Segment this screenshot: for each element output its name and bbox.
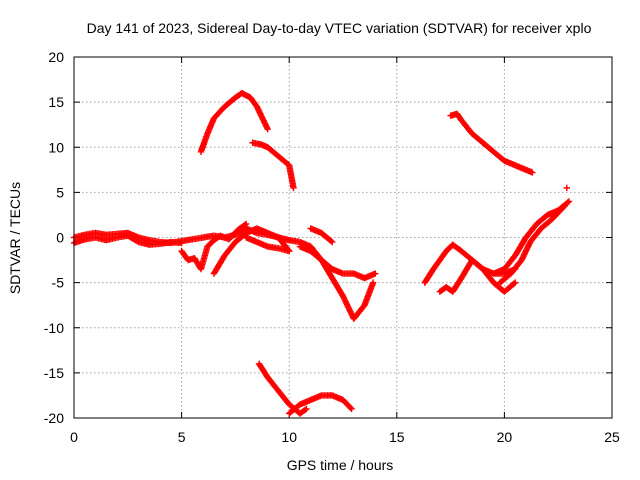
data-point [347, 404, 354, 412]
data-point [242, 220, 250, 228]
y-tick-label: 15 [48, 94, 64, 110]
data-point [561, 202, 568, 210]
y-tick-label: -5 [52, 275, 65, 291]
series-arc-late-b [436, 256, 519, 295]
series-arc-high-b [249, 139, 297, 192]
y-tick-label: 5 [56, 184, 64, 200]
series-arc-baseline-b [70, 232, 185, 248]
x-tick-label: 0 [70, 429, 78, 445]
y-tick-label: -20 [44, 410, 64, 426]
data-point [372, 270, 379, 277]
data-point [529, 169, 536, 176]
x-tick-label: 10 [281, 429, 297, 445]
series-arc-low-c [242, 234, 293, 255]
data-point [301, 406, 309, 414]
data-point [564, 199, 571, 206]
data-point [560, 203, 567, 211]
data-point [241, 221, 249, 229]
y-tick-label: -15 [44, 365, 64, 381]
data-point [286, 247, 293, 255]
y-tick-label: 20 [48, 49, 64, 65]
y-axis-label: SDTVAR / TECUs [7, 182, 23, 294]
tick-labels: 0 5 10 15 20 25 -20 -15 -10 -5 0 5 10 15 20 [44, 49, 620, 445]
data-point [348, 405, 355, 413]
grid [74, 57, 612, 418]
data-points [70, 89, 573, 417]
y-tick-label: 10 [48, 139, 64, 155]
data-point [329, 238, 336, 246]
series-arc-late-high [447, 110, 536, 176]
series-arc-dip-a [178, 220, 250, 273]
series-arc-late-a [421, 241, 519, 286]
y-tick-label: 0 [56, 230, 64, 246]
plot-frame [73, 56, 613, 419]
x-tick-label: 5 [178, 429, 186, 445]
data-point [178, 239, 185, 247]
series-arc-neg-b [286, 392, 355, 417]
x-tick-label: 15 [389, 429, 405, 445]
series-arc-high-a [197, 89, 271, 155]
x-tick-label: 25 [604, 429, 620, 445]
data-point [290, 184, 297, 192]
series-arc-late-c [490, 198, 573, 277]
data-point [264, 126, 271, 133]
x-tick-label: 20 [497, 429, 513, 445]
data-point [134, 238, 141, 245]
series-arc-late-d [496, 202, 568, 286]
series-arc-dip-b [210, 225, 293, 277]
data-point [327, 237, 335, 245]
y-tick-label: -10 [44, 320, 64, 336]
data-point [510, 280, 518, 287]
series-arc-descent-a [275, 234, 377, 322]
data-point [303, 405, 310, 413]
series-arc-late-outlier [563, 184, 571, 192]
data-point [511, 279, 519, 286]
data-point [369, 279, 377, 286]
chart-title: Day 141 of 2023, Sidereal Day-to-day VTE… [87, 20, 592, 36]
series-arc-descent-b [296, 243, 379, 282]
data-point [563, 184, 571, 192]
series-arc-neg-a [255, 360, 310, 417]
series-arc-short-c [307, 225, 336, 246]
data-point [565, 198, 573, 205]
x-axis-label: GPS time / hours [287, 457, 394, 473]
